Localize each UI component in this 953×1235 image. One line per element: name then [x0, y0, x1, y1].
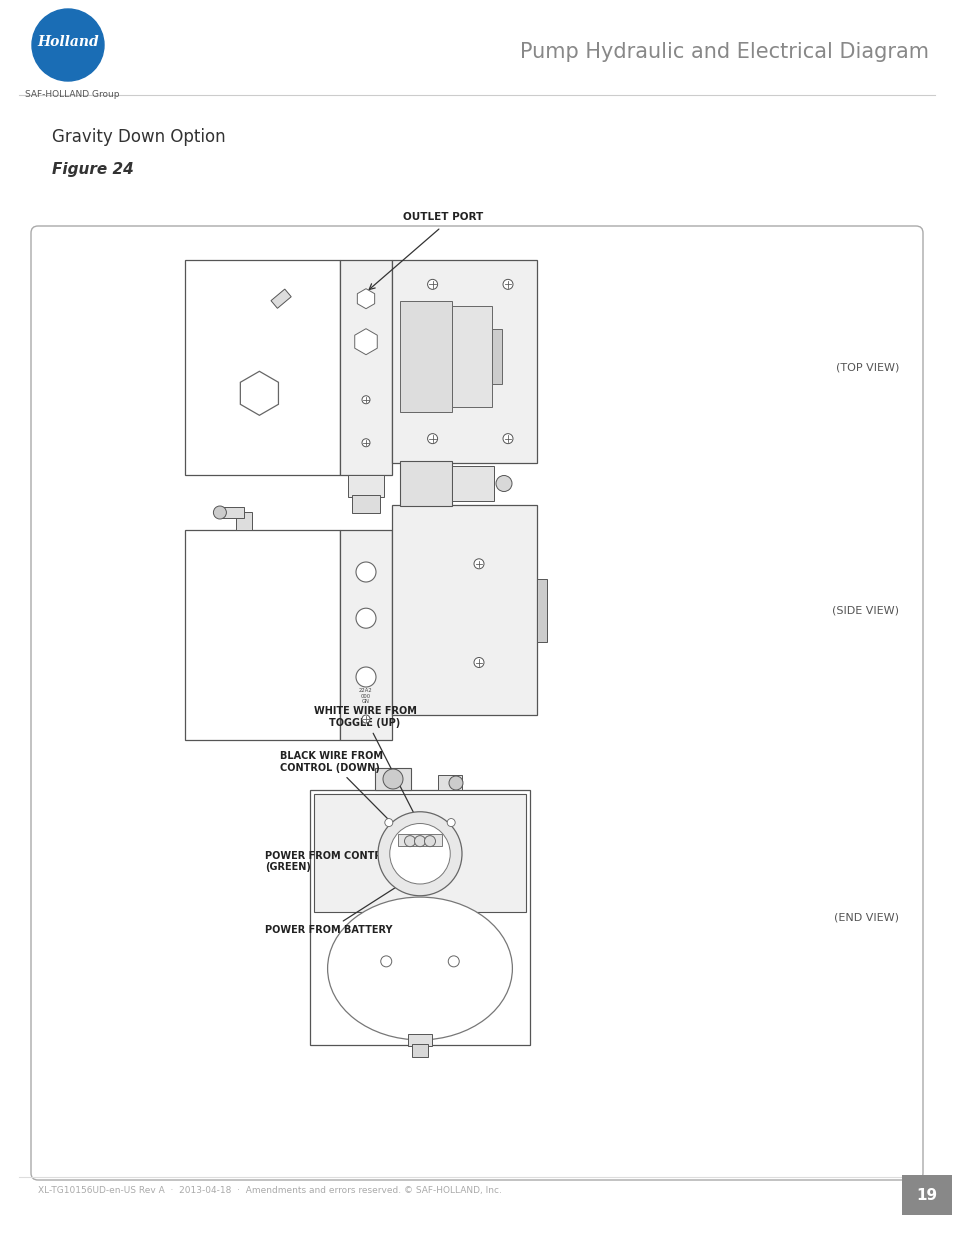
Text: BLACK WIRE FROM
CONTROL (DOWN): BLACK WIRE FROM CONTROL (DOWN) — [280, 751, 405, 836]
Circle shape — [390, 824, 450, 884]
Bar — [185, 261, 339, 475]
Bar — [222, 508, 244, 517]
Bar — [310, 790, 530, 1045]
Bar — [392, 505, 537, 715]
Bar — [399, 300, 452, 412]
Bar — [235, 513, 252, 530]
Text: Gravity Down Option: Gravity Down Option — [52, 128, 226, 146]
Bar — [537, 578, 546, 641]
Text: (SIDE VIEW): (SIDE VIEW) — [831, 605, 898, 615]
Bar — [339, 530, 392, 740]
Polygon shape — [355, 329, 376, 354]
Circle shape — [355, 667, 375, 687]
Circle shape — [404, 836, 416, 847]
Text: 19: 19 — [916, 1188, 937, 1203]
Circle shape — [448, 956, 458, 967]
Circle shape — [361, 715, 370, 722]
Circle shape — [474, 657, 483, 667]
Circle shape — [382, 769, 402, 789]
Circle shape — [427, 433, 437, 443]
Bar — [314, 794, 525, 913]
Circle shape — [502, 279, 513, 289]
Bar — [408, 1034, 432, 1046]
Circle shape — [380, 956, 392, 967]
Text: (TOP VIEW): (TOP VIEW) — [835, 363, 898, 373]
Text: Figure 24: Figure 24 — [52, 162, 133, 177]
Circle shape — [355, 562, 375, 582]
Circle shape — [384, 819, 393, 826]
Text: XL-TG10156UD-en-US Rev A  ·  2013-04-18  ·  Amendments and errors reserved. © SA: XL-TG10156UD-en-US Rev A · 2013-04-18 · … — [38, 1187, 501, 1195]
Circle shape — [427, 279, 437, 289]
Circle shape — [414, 836, 425, 847]
Circle shape — [361, 438, 370, 447]
Bar — [352, 495, 379, 513]
FancyBboxPatch shape — [30, 226, 923, 1179]
Circle shape — [496, 475, 512, 492]
Text: ®: ® — [94, 68, 101, 74]
Bar — [492, 329, 501, 384]
Circle shape — [447, 819, 455, 826]
Bar — [437, 776, 461, 790]
Bar — [452, 305, 492, 408]
Text: SAF-HOLLAND Group: SAF-HOLLAND Group — [25, 90, 119, 99]
Circle shape — [474, 558, 483, 569]
Text: Pump Hydraulic and Electrical Diagram: Pump Hydraulic and Electrical Diagram — [519, 42, 928, 62]
Circle shape — [377, 811, 461, 895]
Circle shape — [502, 433, 513, 443]
Text: POWER FROM CONTROL
(GREEN): POWER FROM CONTROL (GREEN) — [265, 851, 402, 872]
Bar — [392, 261, 537, 463]
Circle shape — [355, 608, 375, 629]
Circle shape — [449, 776, 462, 790]
Text: OUTLET PORT: OUTLET PORT — [402, 212, 482, 222]
Bar — [375, 768, 411, 790]
Bar — [399, 461, 452, 506]
Text: WHITE WIRE FROM
TOGGLE (UP): WHITE WIRE FROM TOGGLE (UP) — [314, 706, 418, 823]
Polygon shape — [240, 372, 278, 415]
Polygon shape — [357, 289, 375, 309]
Circle shape — [32, 9, 104, 82]
Text: (END VIEW): (END VIEW) — [833, 913, 898, 923]
Ellipse shape — [327, 897, 512, 1040]
Circle shape — [424, 836, 435, 847]
Text: POWER FROM BATTERY: POWER FROM BATTERY — [265, 879, 407, 935]
Circle shape — [213, 506, 226, 519]
Text: 22A2
000
GN: 22A2 000 GN — [358, 688, 373, 704]
Bar — [452, 466, 494, 501]
Polygon shape — [271, 289, 291, 309]
Text: Holland: Holland — [37, 35, 99, 49]
Bar — [412, 1044, 428, 1057]
Bar — [397, 834, 441, 846]
Bar — [339, 261, 392, 475]
Bar — [901, 1174, 951, 1215]
Bar — [185, 530, 339, 740]
Bar — [348, 475, 384, 496]
Circle shape — [361, 395, 370, 404]
